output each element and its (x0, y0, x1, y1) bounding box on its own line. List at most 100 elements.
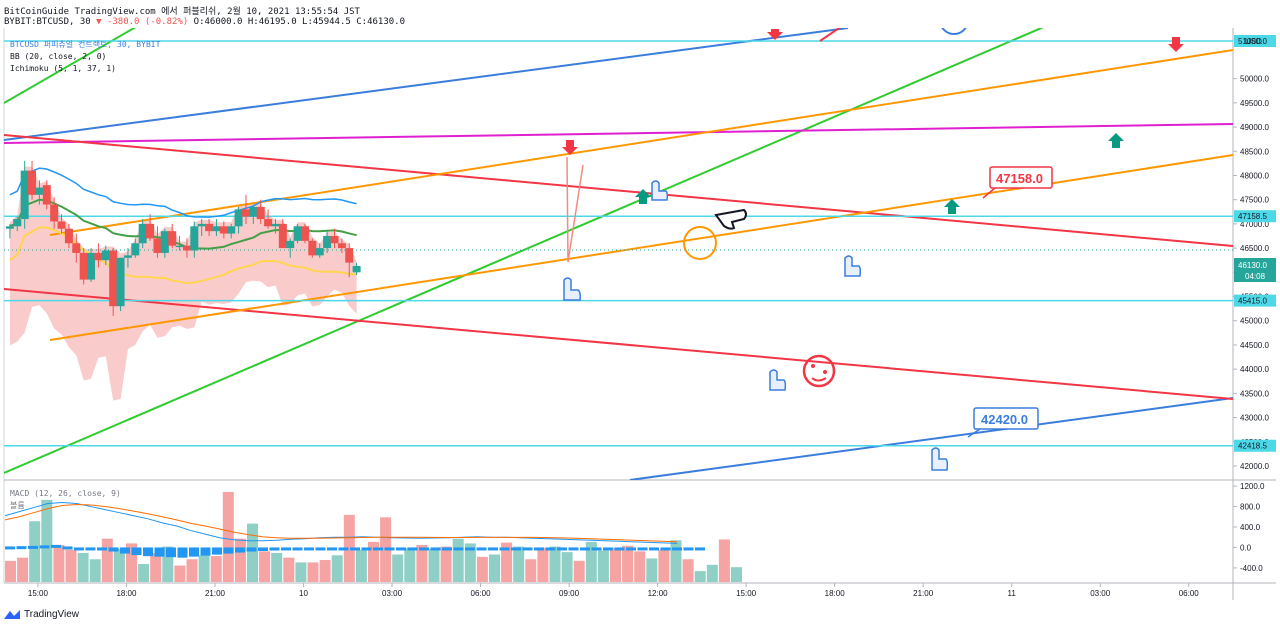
candle-up (5, 226, 14, 229)
volume-bar (77, 552, 89, 582)
macd-histogram-bar (557, 547, 567, 551)
candle-up (315, 248, 324, 256)
circle-highlight (941, 28, 967, 35)
price-tick-label: 48000.0 (1240, 171, 1269, 180)
price-marker-label: 51000.0 (1238, 37, 1267, 46)
volume-bar (113, 548, 125, 582)
macd-histogram-bar (453, 547, 464, 551)
price-tick-label: 48500.0 (1240, 147, 1269, 156)
macd-histogram-bar (120, 547, 130, 554)
macd-histogram-bar (327, 547, 337, 551)
price-axis[interactable]: 42000.042500.043000.043500.044000.044500… (1233, 35, 1276, 471)
volume-bar (392, 554, 404, 582)
candle-up (197, 223, 206, 227)
volume-bar (489, 554, 500, 582)
orange-trendline-upper (49, 49, 1233, 236)
magenta-trendline (4, 123, 1233, 144)
price-marker-label: 42418.5 (1238, 442, 1267, 451)
candle-down (146, 223, 155, 239)
ohlc-header: BYBIT:BTCUSD, 30 ▼ -380.0 (-0.82%) O:460… (4, 17, 405, 27)
legend-ichimoku: Ichimoku (5, 1, 37, 1) (10, 64, 116, 73)
callout-box (973, 407, 1039, 430)
volume-bar (5, 560, 16, 582)
macd-histogram-bar (143, 547, 153, 557)
macd-histogram-bar (5, 546, 15, 550)
blue-trendline-upper (4, 28, 849, 141)
macd-histogram-bar (97, 547, 107, 551)
time-tick-label: 10 (299, 589, 308, 598)
volume-bar (597, 550, 609, 582)
candle-up (35, 187, 44, 195)
macd-histogram-bar (580, 547, 590, 551)
candle-up (175, 245, 184, 248)
volume-bar (222, 491, 234, 582)
volume-bar (29, 521, 41, 582)
macd-histogram-bar (649, 547, 659, 551)
arrow-down-icon (1168, 37, 1184, 52)
macd-histogram-bar (522, 547, 533, 551)
arrow-down-icon (562, 140, 578, 155)
candle-down (94, 252, 103, 261)
price-marker-box (1234, 294, 1276, 307)
volume-bar (17, 557, 29, 582)
macd-histogram-bar (85, 547, 96, 551)
hand-pointer-icon (714, 208, 747, 230)
price-tick-label: 49000.0 (1240, 123, 1269, 132)
macd-histogram-bar (292, 547, 303, 551)
macd-histogram-bar (131, 547, 142, 556)
macd-histogram-bar (350, 547, 360, 551)
candle-down (205, 223, 214, 232)
hand-pointer-icon (563, 180, 949, 471)
candle-up (131, 243, 140, 256)
volume-bar (404, 548, 416, 582)
candle-down (278, 223, 287, 249)
candle-up (160, 231, 169, 253)
candle-down (109, 250, 118, 307)
volume-bar (646, 558, 658, 582)
candle-down (256, 206, 265, 220)
footer-brand-label: TradingView (24, 609, 80, 620)
time-tick-label: 11 (1008, 589, 1017, 598)
volume-bar (186, 559, 198, 582)
candle-down (308, 240, 317, 256)
time-tick-label: 03:00 (382, 589, 403, 598)
macd-line (4, 501, 678, 544)
price-tick-label: 46500.0 (1240, 244, 1269, 253)
candle-down (153, 238, 162, 253)
price-tick-label: 47500.0 (1240, 196, 1269, 205)
volume-bar (682, 559, 694, 582)
volume-bar (174, 565, 186, 582)
time-tick-label: 15:00 (28, 589, 49, 598)
macd-histogram-bar (315, 547, 326, 551)
time-tick-label: 18:00 (116, 589, 137, 598)
macd-histogram-bar (430, 547, 441, 551)
macd-axis[interactable]: 1200.0 800.0 400.0 0.0 -400.0 (1233, 482, 1265, 573)
callout-label: 42420.0 (981, 412, 1028, 427)
price-tick-label: 44500.0 (1240, 341, 1269, 350)
volume-bar (525, 559, 537, 582)
volume-bar (706, 564, 718, 582)
time-tick-label: 18:00 (825, 589, 846, 598)
time-axis[interactable]: 15:00 18:00 21:00 10 03:00 06:00 09:00 12:00 15:… (28, 583, 1199, 598)
candle-down (72, 243, 81, 253)
legend-bb: BB (20, close, 2, 0) (10, 52, 106, 61)
volume-bar (368, 541, 379, 582)
volume-bar (331, 555, 343, 582)
macd-histogram-bar (603, 547, 613, 551)
price-pane (4, 28, 1233, 480)
candle-up (293, 226, 302, 241)
footer-brand[interactable]: TradingView (4, 609, 79, 620)
candle-up (234, 209, 243, 227)
macd-histogram-bar (373, 547, 383, 551)
volume-bar (162, 546, 174, 582)
macd-histogram-bar (16, 546, 27, 550)
tradingview-logo-icon (4, 610, 20, 619)
candle-up (20, 170, 29, 220)
macd-histogram-bar (499, 547, 510, 551)
macd-histogram-bar (51, 544, 61, 548)
macd-histogram-bar (637, 547, 648, 551)
candle-down (264, 219, 273, 227)
macd-histogram-bar (39, 545, 50, 549)
projection-arrow (566, 156, 584, 263)
